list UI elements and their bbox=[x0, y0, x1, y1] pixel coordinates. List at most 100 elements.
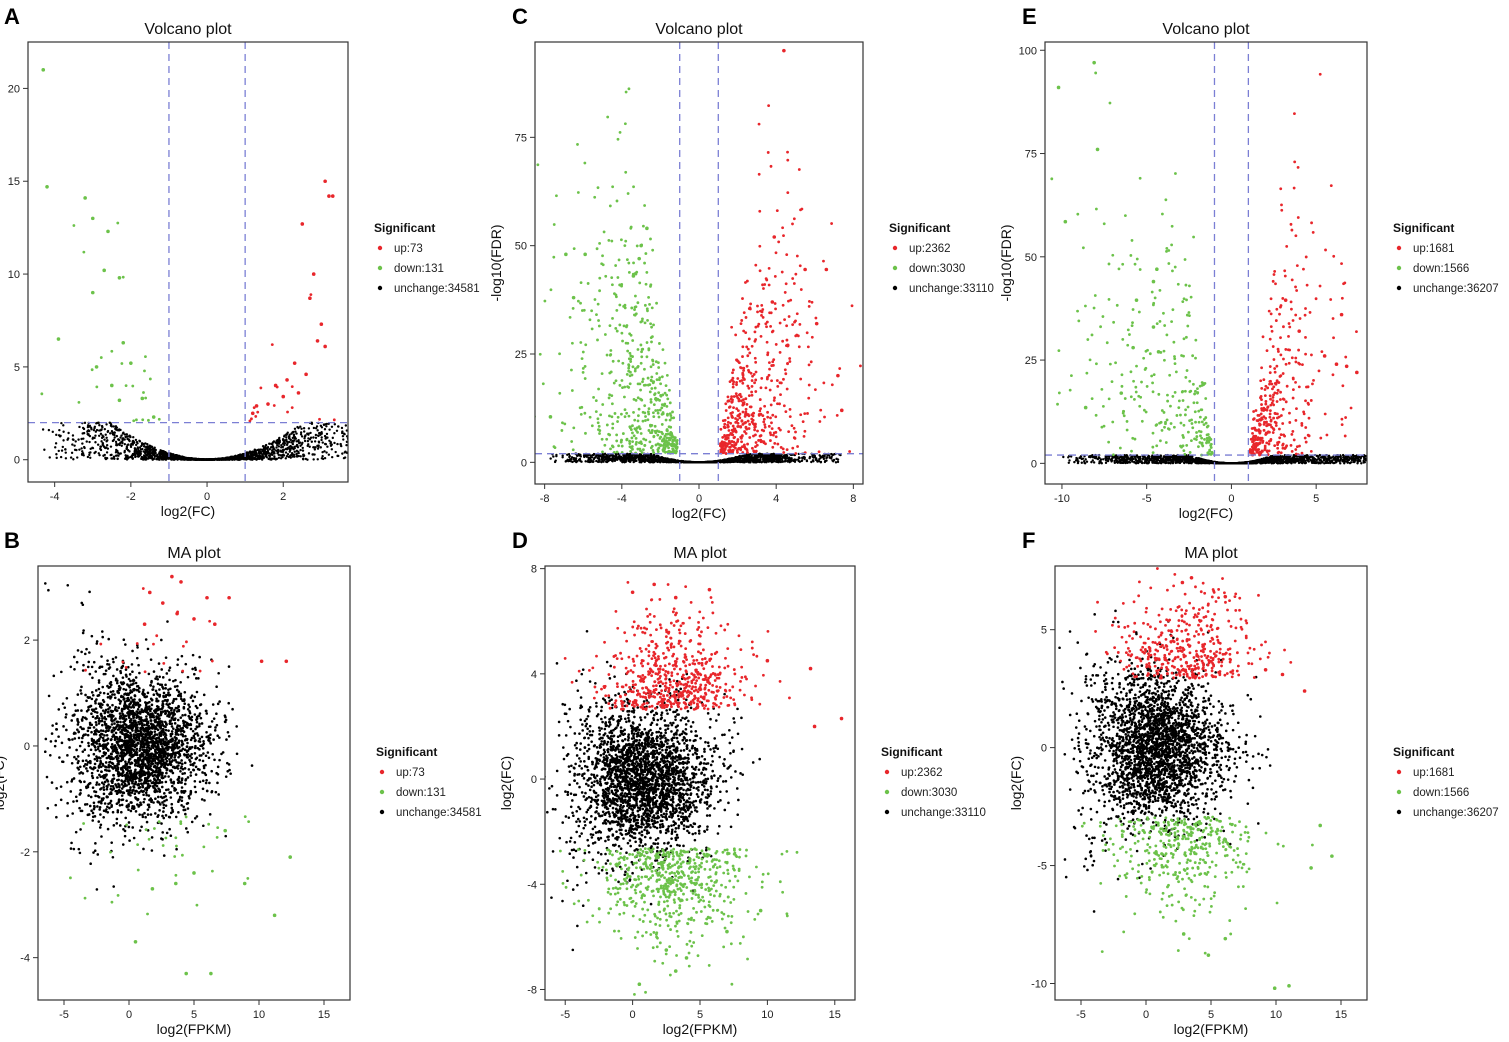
unchange-point bbox=[123, 700, 127, 704]
unchange-point bbox=[284, 457, 287, 460]
down-point bbox=[143, 369, 146, 373]
unchange-point bbox=[72, 800, 75, 803]
unchange-point bbox=[95, 716, 99, 720]
unchange-point bbox=[218, 700, 221, 703]
unchange-point bbox=[291, 442, 295, 446]
unchange-point bbox=[116, 457, 119, 460]
unchange-point bbox=[161, 706, 164, 710]
unchange-point bbox=[77, 438, 80, 441]
unchange-point bbox=[92, 660, 96, 664]
unchange-point bbox=[47, 588, 50, 592]
unchange-point bbox=[213, 758, 216, 762]
unchange-point bbox=[119, 700, 123, 703]
unchange-point bbox=[139, 763, 142, 767]
unchange-point bbox=[54, 739, 58, 743]
unchange-point bbox=[104, 672, 107, 676]
unchange-point bbox=[150, 679, 153, 683]
unchange-point bbox=[115, 802, 119, 806]
unchange-point bbox=[250, 764, 254, 767]
unchange-point bbox=[161, 710, 165, 713]
unchange-point bbox=[129, 701, 133, 705]
unchange-point bbox=[201, 759, 205, 763]
unchange-point bbox=[86, 769, 89, 773]
unchange-point bbox=[289, 438, 293, 442]
unchange-point bbox=[164, 752, 168, 755]
down-point bbox=[109, 850, 112, 854]
unchange-point bbox=[178, 724, 181, 728]
unchange-point bbox=[153, 748, 157, 752]
unchange-point bbox=[198, 758, 201, 762]
unchange-point bbox=[191, 699, 195, 703]
unchange-point bbox=[225, 738, 228, 741]
unchange-point bbox=[146, 731, 149, 734]
unchange-point bbox=[285, 433, 288, 436]
unchange-point bbox=[137, 663, 140, 667]
unchange-point bbox=[304, 434, 307, 437]
unchange-point bbox=[193, 736, 196, 740]
unchange-point bbox=[277, 456, 281, 459]
unchange-point bbox=[364, 440, 366, 442]
unchange-point bbox=[297, 426, 300, 430]
unchange-point bbox=[173, 708, 176, 712]
unchange-point bbox=[87, 794, 90, 797]
unchange-point bbox=[164, 722, 168, 725]
unchange-point bbox=[180, 803, 183, 807]
unchange-point bbox=[140, 443, 144, 446]
unchange-point bbox=[156, 724, 159, 727]
unchange-point bbox=[160, 785, 164, 789]
unchange-point bbox=[131, 805, 134, 808]
unchange-point bbox=[160, 457, 163, 460]
unchange-point bbox=[173, 758, 177, 762]
unchange-point bbox=[337, 425, 340, 428]
unchange-point bbox=[107, 783, 110, 786]
unchange-point bbox=[161, 676, 165, 679]
down-outlier-point bbox=[140, 396, 145, 401]
unchange-point bbox=[102, 743, 106, 746]
unchange-point bbox=[94, 721, 98, 724]
unchange-point bbox=[301, 457, 305, 461]
unchange-point bbox=[109, 784, 113, 788]
unchange-point bbox=[205, 789, 209, 793]
unchange-point bbox=[202, 458, 206, 461]
unchange-point bbox=[170, 725, 174, 728]
unchange-point bbox=[118, 725, 122, 729]
unchange-point bbox=[201, 747, 205, 750]
down-point bbox=[120, 362, 124, 365]
legend-down-marker bbox=[379, 789, 385, 795]
unchange-point bbox=[102, 444, 105, 447]
unchange-point bbox=[100, 835, 103, 838]
unchange-point bbox=[147, 727, 150, 731]
unchange-point bbox=[47, 428, 51, 432]
unchange-point bbox=[320, 432, 323, 435]
unchange-point bbox=[132, 733, 136, 736]
unchange-point bbox=[109, 745, 113, 749]
unchange-point bbox=[183, 702, 186, 706]
unchange-point bbox=[153, 455, 156, 459]
unchange-point bbox=[193, 732, 197, 736]
unchange-point bbox=[203, 799, 206, 802]
unchange-point bbox=[150, 703, 154, 707]
unchange-point bbox=[194, 677, 198, 680]
unchange-point bbox=[103, 802, 107, 805]
unchange-point bbox=[108, 713, 112, 717]
unchange-point bbox=[70, 451, 74, 455]
unchange-point bbox=[189, 727, 193, 731]
down-point bbox=[136, 843, 140, 847]
unchange-point bbox=[159, 733, 163, 736]
unchange-point bbox=[189, 696, 193, 699]
unchange-point bbox=[212, 717, 216, 720]
unchange-point bbox=[86, 695, 90, 699]
unchange-point bbox=[235, 752, 239, 756]
unchange-point bbox=[95, 781, 99, 784]
unchange-point bbox=[158, 688, 161, 691]
unchange-point bbox=[149, 779, 152, 782]
unchange-point bbox=[132, 806, 136, 810]
unchange-point bbox=[162, 854, 166, 857]
unchange-point bbox=[129, 809, 133, 813]
unchange-point bbox=[146, 813, 150, 816]
unchange-point bbox=[119, 739, 123, 743]
unchange-point bbox=[76, 649, 80, 652]
unchange-point bbox=[299, 455, 302, 458]
unchange-point bbox=[208, 813, 212, 816]
